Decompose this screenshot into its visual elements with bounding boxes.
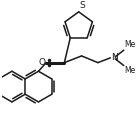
- Text: Me: Me: [124, 66, 135, 76]
- Text: N: N: [111, 53, 118, 62]
- Text: O: O: [38, 58, 45, 67]
- Text: S: S: [80, 1, 85, 10]
- Text: Me: Me: [124, 40, 135, 49]
